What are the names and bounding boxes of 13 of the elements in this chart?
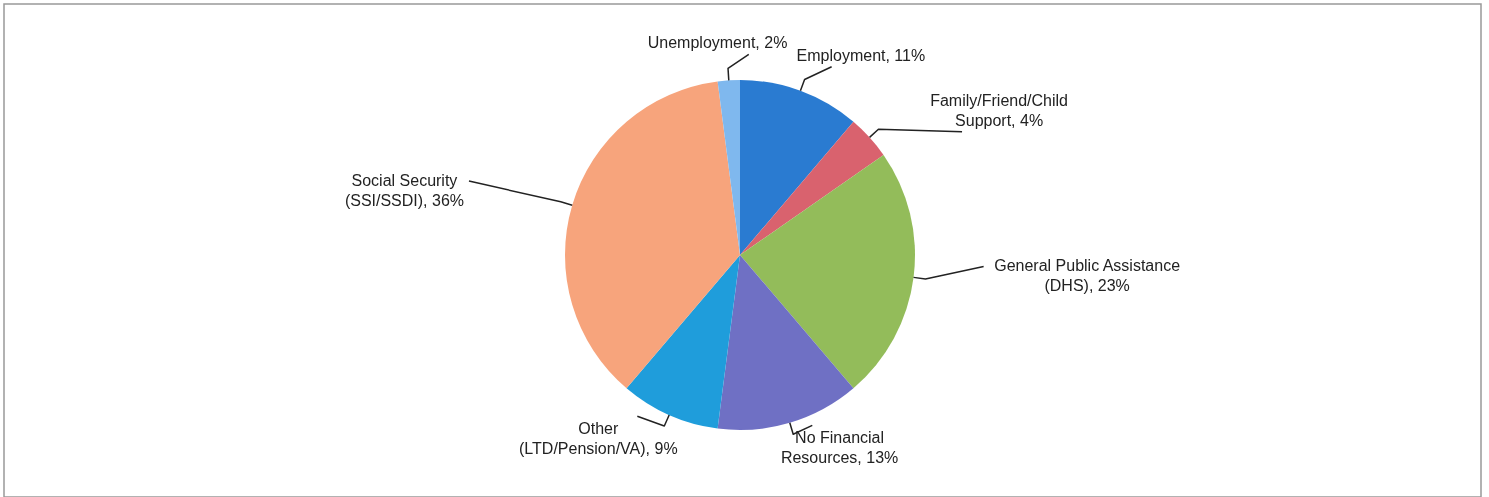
slice-label: Family/Friend/Child Support, 4%	[930, 91, 1068, 129]
slice-label: Social Security (SSI/SSDI), 36%	[344, 172, 465, 210]
slice-label: No Financial Resources, 13%	[780, 429, 899, 467]
slice-label: Other (LTD/Pension/VA), 9%	[519, 420, 678, 458]
pie-slice	[626, 255, 740, 429]
pie-slice	[565, 81, 740, 389]
slice-label: Employment, 11%	[796, 46, 926, 64]
pie-slice	[740, 154, 915, 389]
pie-slice	[740, 80, 854, 255]
pie-slice	[717, 255, 854, 430]
pie-slice	[740, 121, 884, 255]
slice-label: General Public Assistance (DHS), 23%	[994, 257, 1181, 295]
slice-label: Unemployment, 2%	[647, 34, 788, 52]
